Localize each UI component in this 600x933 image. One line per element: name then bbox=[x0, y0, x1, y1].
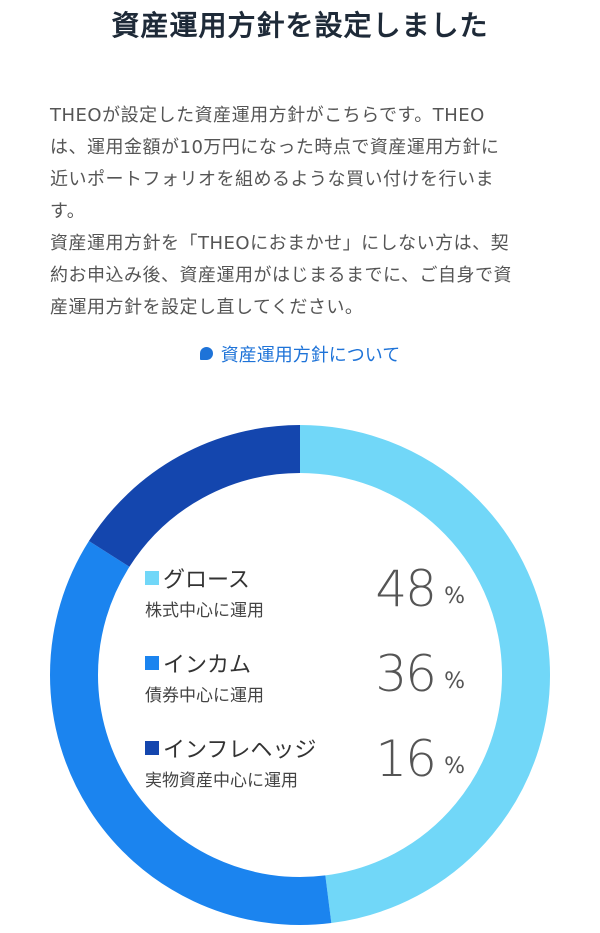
legend-swatch bbox=[145, 571, 159, 585]
description-line: THEOが設定した資産運用方針がこちらです。THEO bbox=[50, 105, 485, 126]
legend-percent: 36 bbox=[375, 645, 437, 703]
legend-subtitle: 株式中心に運用 bbox=[145, 601, 264, 621]
legend-item-inflation-hedge: インフレヘッジ 実物資産中心に運用 16 % bbox=[145, 730, 475, 815]
page-title: 資産運用方針を設定しました bbox=[111, 9, 489, 42]
legend-percent-unit: % bbox=[444, 584, 465, 609]
legend-item-income: インカム 債券中心に運用 36 % bbox=[145, 645, 475, 730]
description-line: 資産運用方針を「THEOにおまかせ」にしない方は、契 bbox=[50, 233, 510, 254]
donut-segment-growth bbox=[299, 425, 550, 924]
legend-swatch bbox=[145, 656, 159, 670]
description-line: 近いポートフォリオを組めるような買い付けを行いま bbox=[50, 169, 494, 190]
description-line: 約お申込み後、資産運用がはじまるまでに、ご自身で資 bbox=[50, 265, 512, 286]
description-line: は、運用金額が10万円になった時点で資産運用方針に bbox=[50, 137, 500, 158]
policy-info-link[interactable]: 資産運用方針について bbox=[0, 341, 600, 367]
legend-percent-unit: % bbox=[444, 754, 465, 779]
legend-percent-unit: % bbox=[444, 669, 465, 694]
policy-info-link-label: 資産運用方針について bbox=[220, 345, 401, 366]
legend-name: インカム bbox=[163, 653, 252, 678]
legend-subtitle: 債券中心に運用 bbox=[145, 686, 264, 706]
donut-segment-income bbox=[50, 541, 332, 925]
legend-subtitle: 実物資産中心に運用 bbox=[145, 771, 298, 791]
legend-name: グロース bbox=[163, 568, 250, 593]
policy-description: THEOが設定した資産運用方針がこちらです。THEO は、運用金額が10万円にな… bbox=[50, 100, 555, 324]
legend-swatch bbox=[145, 741, 159, 755]
donut-segment-inflation-hedge bbox=[88, 425, 301, 568]
allocation-legend: グロース 株式中心に運用 48 % インカム 債券中心に運用 36 % インフレ… bbox=[145, 560, 475, 815]
speech-bubble-icon bbox=[199, 347, 213, 360]
description-line: す。 bbox=[50, 201, 86, 222]
legend-name: インフレヘッジ bbox=[163, 738, 317, 763]
legend-item-growth: グロース 株式中心に運用 48 % bbox=[145, 560, 475, 645]
legend-percent: 48 bbox=[375, 560, 437, 618]
description-line: 産運用方針を設定し直してください。 bbox=[50, 297, 364, 318]
legend-percent: 16 bbox=[375, 730, 437, 788]
